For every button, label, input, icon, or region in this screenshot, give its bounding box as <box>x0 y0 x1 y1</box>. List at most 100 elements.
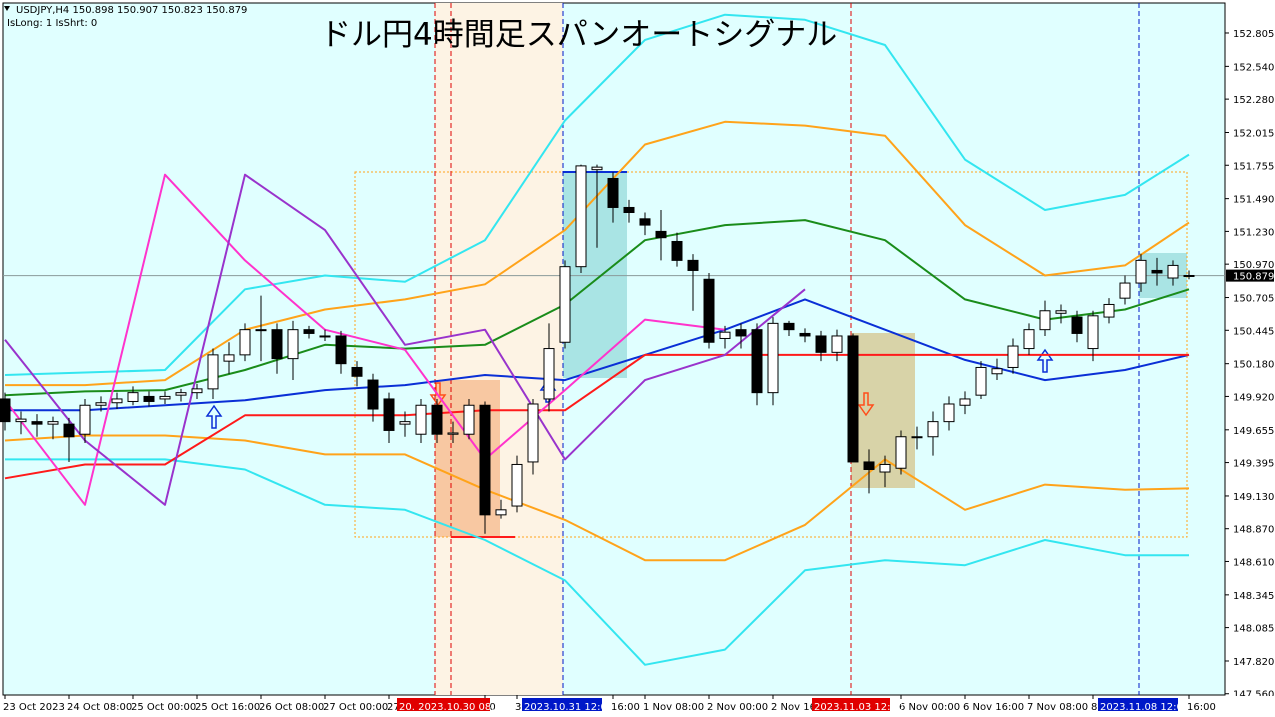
candle-body <box>1135 259 1147 284</box>
candle-body <box>63 423 75 438</box>
x-tick-label: 25 Oct 00:00 <box>131 702 196 713</box>
candle-body <box>1103 303 1115 318</box>
x-tick-label: 16:00 <box>1187 702 1216 713</box>
candle-body <box>15 418 27 423</box>
indicator-line <box>4 173 726 506</box>
y-tick-label: 149.655 <box>1233 426 1274 437</box>
candle-body <box>735 329 747 337</box>
y-tick-label: 151.230 <box>1233 227 1274 238</box>
indicator-line <box>4 434 1190 562</box>
y-tick-label: 151.490 <box>1233 195 1274 206</box>
candle-body <box>511 463 523 507</box>
candle-body <box>431 404 443 435</box>
y-tick-label: 150.970 <box>1233 260 1274 271</box>
candle-body <box>271 329 283 360</box>
candle-body <box>0 398 11 423</box>
session-band <box>435 3 563 695</box>
range-box <box>354 171 1188 538</box>
candle-body <box>1039 310 1051 331</box>
y-tick-label: 149.130 <box>1233 492 1274 503</box>
y-tick-label: 150.180 <box>1233 360 1274 371</box>
candle-body <box>335 335 347 365</box>
time-marker-box <box>522 698 602 711</box>
candle-body <box>239 329 251 356</box>
x-tick-label: 6 Nov 16:00 <box>963 702 1024 713</box>
candle-body <box>207 354 219 390</box>
candle-body <box>831 335 843 353</box>
candle-body <box>447 432 459 435</box>
candle-body <box>783 322 795 331</box>
candle-body <box>399 421 411 425</box>
candle-body <box>639 218 651 226</box>
candle-body <box>79 404 91 435</box>
candle-body <box>351 366 363 377</box>
x-tick-label: 7 Nov 08:00 <box>1027 702 1088 713</box>
candle-body <box>591 166 603 171</box>
candle-body <box>175 392 187 396</box>
time-marker-box <box>1098 698 1178 711</box>
candle-body <box>1007 345 1019 368</box>
candle-body <box>975 366 987 396</box>
candle-body <box>575 165 587 268</box>
indicator-line <box>4 353 1189 480</box>
candle-body <box>1183 274 1195 277</box>
y-tick-label: 150.445 <box>1233 326 1274 337</box>
x-tick-label: 23 Oct 2023 <box>3 702 65 713</box>
candle-body <box>319 335 331 338</box>
candle-body <box>367 379 379 410</box>
y-tick-label: 151.755 <box>1233 161 1274 172</box>
y-tick-label: 149.395 <box>1233 459 1274 470</box>
candle-body <box>911 436 923 439</box>
indicator-line <box>4 13 1190 376</box>
candle-body <box>655 230 667 239</box>
y-tick-label: 152.015 <box>1233 129 1274 140</box>
candle-body <box>527 403 539 463</box>
candle-body <box>607 177 619 208</box>
y-tick-label: 152.805 <box>1233 29 1274 40</box>
buy-arrow <box>205 404 223 429</box>
candle-body <box>927 421 939 438</box>
candle-body <box>847 335 859 463</box>
indicator-line <box>5 120 1190 387</box>
candle-body <box>1023 329 1035 350</box>
candle-body <box>687 259 699 271</box>
candle-body <box>127 392 139 402</box>
candle-body <box>767 322 779 394</box>
candle-body <box>799 332 811 337</box>
status-info: IsLong: 1 IsShrt: 0 <box>7 18 97 29</box>
x-tick-label: 24 Oct 08:00 <box>67 702 132 713</box>
x-tick-label: 6 Nov 00:00 <box>899 702 960 713</box>
candle-body <box>159 395 171 400</box>
candle-body <box>863 461 875 470</box>
candle-body <box>255 329 267 332</box>
candle-body <box>495 509 507 516</box>
candle-body <box>223 354 235 362</box>
time-marker-box <box>397 698 490 711</box>
x-tick-label: 16:00 <box>611 702 640 713</box>
time-marker-label: 20. 2023.10.30 08:00 <box>399 702 507 713</box>
candle-body <box>47 421 59 425</box>
x-tick-label: 2 Nov 16 <box>771 702 816 713</box>
candle-body <box>1055 310 1067 314</box>
x-tick-label: 27 <box>387 702 400 713</box>
time-marker-box <box>812 698 890 711</box>
candle-body <box>559 266 571 343</box>
candle-body <box>991 368 1003 375</box>
candle-body <box>543 348 555 400</box>
candle-body <box>383 398 395 431</box>
candle-body <box>111 398 123 404</box>
candle-body <box>95 402 107 406</box>
time-marker-label: 2023.11.08 12:00 <box>1100 702 1189 713</box>
candle-body <box>31 421 43 425</box>
y-tick-label: 148.610 <box>1233 557 1274 568</box>
x-tick-label: 25 Oct 16:00 <box>195 702 260 713</box>
x-tick-label: 31 <box>515 702 528 713</box>
y-tick-label: 148.345 <box>1233 591 1274 602</box>
current-price-tag <box>1226 269 1274 282</box>
candle-body <box>751 329 763 394</box>
candle-body <box>671 240 683 261</box>
y-tick-label: 149.920 <box>1233 392 1274 403</box>
symbol-info: USDJPY,H4 150.898 150.907 150.823 150.87… <box>16 5 247 16</box>
time-marker-label: 2023.11.03 12:00 <box>814 702 903 713</box>
